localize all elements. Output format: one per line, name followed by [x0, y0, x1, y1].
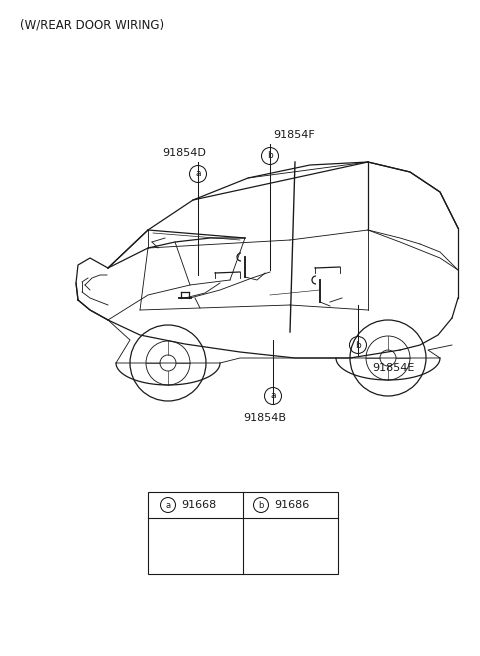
Bar [148, 492, 338, 574]
Text: a: a [166, 501, 170, 510]
Text: 91686: 91686 [274, 500, 309, 510]
Text: 91854F: 91854F [273, 130, 315, 140]
Text: b: b [355, 340, 361, 350]
Text: 91854E: 91854E [372, 363, 414, 373]
Text: a: a [270, 392, 276, 401]
Text: b: b [258, 501, 264, 510]
Text: 91668: 91668 [181, 500, 216, 510]
Text: 91854B: 91854B [243, 413, 286, 423]
Text: 91854D: 91854D [162, 148, 206, 158]
Text: b: b [267, 152, 273, 161]
Text: a: a [195, 169, 201, 178]
Text: (W/REAR DOOR WIRING): (W/REAR DOOR WIRING) [20, 18, 164, 31]
